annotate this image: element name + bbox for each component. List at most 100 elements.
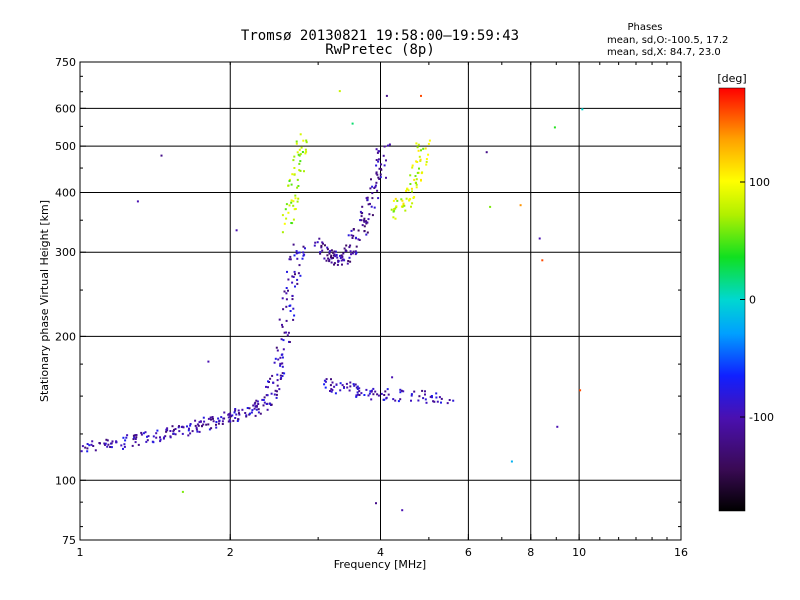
- trace-point: [333, 385, 336, 388]
- trace-point: [336, 256, 339, 259]
- trace-point: [340, 259, 343, 262]
- trace-point: [293, 270, 296, 273]
- trace-point: [166, 427, 169, 430]
- trace-point: [316, 241, 319, 244]
- trace-point: [299, 169, 302, 172]
- trace-point: [155, 432, 158, 435]
- trace-point: [405, 197, 408, 200]
- trace-point: [212, 417, 214, 420]
- trace-point: [282, 308, 285, 311]
- trace-point: [341, 263, 343, 266]
- trace-point: [270, 403, 273, 406]
- trace-point: [375, 164, 378, 167]
- trace-point: [269, 402, 272, 405]
- trace-point: [122, 436, 125, 439]
- trace-point: [279, 374, 282, 377]
- trace-point: [165, 430, 168, 433]
- scatter-point: [581, 108, 584, 111]
- trace-point: [392, 398, 395, 401]
- trace-point: [375, 159, 378, 161]
- trace-point: [333, 250, 336, 253]
- trace-point: [375, 148, 378, 151]
- trace-point: [374, 185, 377, 188]
- trace-point: [349, 260, 352, 263]
- trace-point: [298, 169, 301, 172]
- trace-point: [122, 447, 124, 450]
- trace-point: [355, 251, 358, 254]
- trace-point: [294, 194, 297, 197]
- trace-point: [383, 164, 386, 167]
- trace-point: [172, 430, 175, 433]
- trace-point: [350, 229, 353, 232]
- trace-point: [319, 251, 322, 254]
- trace-point: [140, 433, 143, 436]
- trace-point: [382, 154, 385, 157]
- trace-point: [283, 331, 286, 334]
- trace-point: [425, 163, 428, 166]
- trace-point: [417, 143, 420, 146]
- trace-point: [425, 158, 428, 160]
- trace-point: [357, 229, 360, 232]
- trace-point: [296, 178, 299, 181]
- trace-point: [370, 178, 372, 181]
- trace-point: [448, 399, 451, 401]
- trace-point: [288, 178, 291, 181]
- trace-point: [372, 393, 375, 396]
- trace-point: [202, 423, 205, 426]
- stats-heading: Phases: [627, 22, 662, 33]
- trace-point: [181, 432, 184, 435]
- y-tick-label: 750: [55, 56, 76, 69]
- trace-point: [394, 207, 397, 210]
- y-tick-label: 400: [55, 186, 76, 199]
- stats-line-o: mean, sd,O:-100.5, 17.2: [607, 35, 728, 46]
- trace-point: [410, 187, 413, 190]
- trace-point: [373, 206, 376, 209]
- trace-point: [298, 154, 301, 157]
- trace-point: [377, 150, 380, 153]
- trace-point: [233, 411, 236, 414]
- trace-point: [134, 434, 137, 437]
- chart-subtitle: RwPretec (8p): [325, 42, 435, 58]
- trace-point: [352, 383, 355, 386]
- trace-point: [270, 392, 273, 395]
- trace-point: [178, 425, 180, 428]
- trace-point: [358, 387, 361, 390]
- trace-point: [393, 208, 395, 211]
- trace-point: [417, 149, 420, 152]
- trace-point: [198, 421, 201, 424]
- trace-point: [255, 408, 258, 411]
- scatter-point: [485, 151, 488, 154]
- trace-point: [296, 278, 299, 281]
- trace-point: [326, 254, 329, 257]
- trace-point: [208, 428, 211, 431]
- trace-point: [255, 399, 258, 402]
- y-tick-label: 200: [55, 330, 76, 343]
- trace-point: [110, 442, 113, 445]
- scatter-point: [160, 154, 163, 157]
- trace-point: [370, 398, 373, 401]
- trace-point: [367, 203, 370, 206]
- trace-point: [410, 399, 412, 402]
- trace-point: [280, 338, 283, 341]
- trace-point: [186, 425, 188, 428]
- trace-point: [282, 339, 285, 342]
- trace-point: [287, 331, 290, 334]
- trace-point: [433, 400, 436, 403]
- trace-point: [250, 411, 253, 414]
- trace-point: [397, 400, 400, 403]
- trace-point: [371, 185, 374, 188]
- trace-point: [409, 174, 412, 177]
- trace-point: [290, 183, 293, 186]
- trace-point: [199, 420, 202, 423]
- trace-point: [196, 423, 199, 426]
- trace-point: [282, 348, 285, 351]
- trace-point: [366, 198, 369, 201]
- trace-point: [236, 420, 239, 422]
- trace-point: [387, 144, 389, 147]
- trace-point: [376, 151, 379, 154]
- trace-point: [346, 262, 349, 265]
- trace-point: [142, 432, 145, 435]
- x-tick-label: 4: [377, 546, 384, 559]
- trace-point: [298, 162, 301, 165]
